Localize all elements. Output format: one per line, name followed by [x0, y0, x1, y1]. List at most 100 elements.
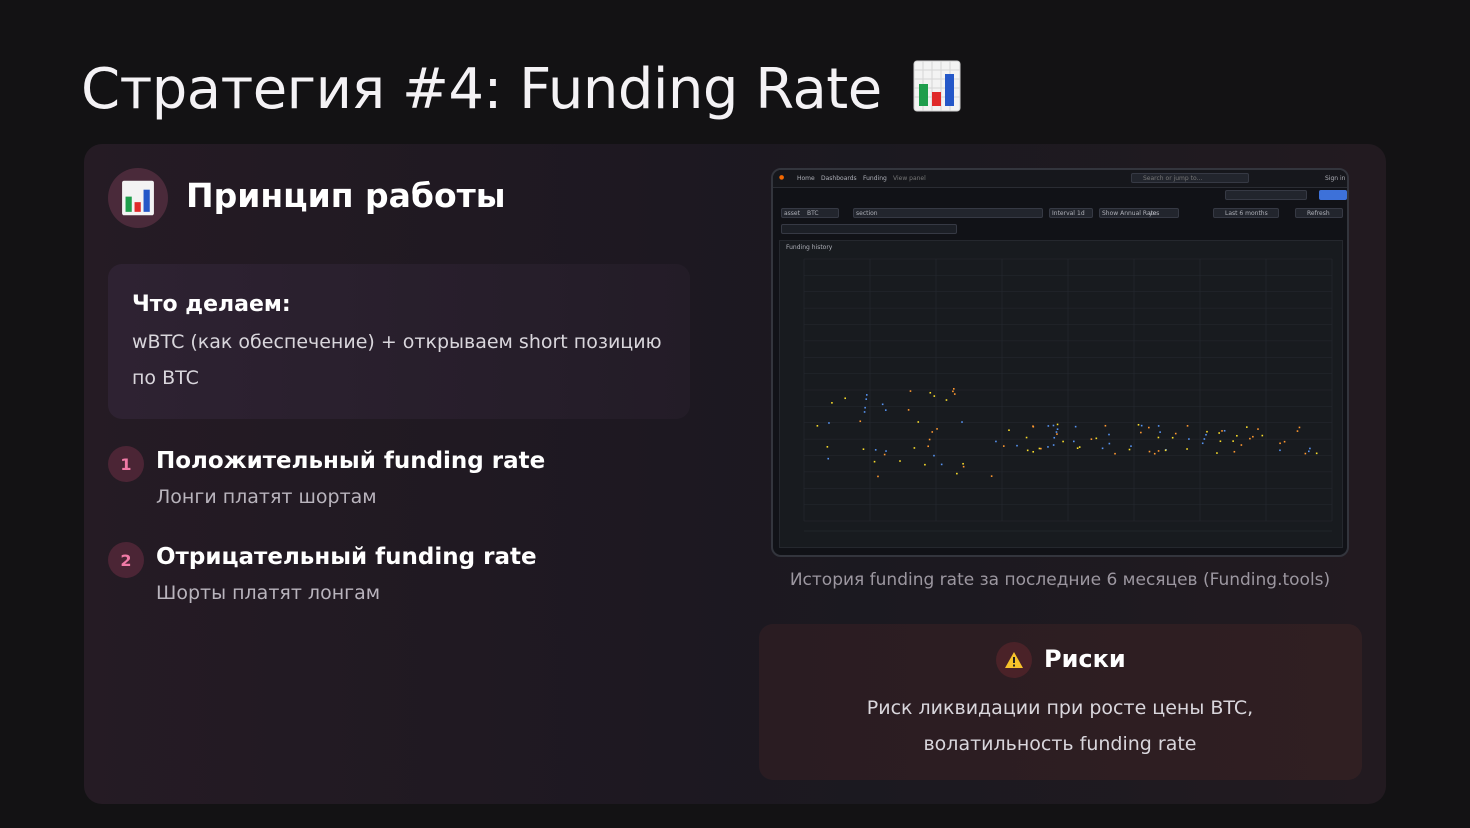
search-input[interactable] — [1131, 173, 1249, 183]
data-point — [1040, 447, 1042, 450]
data-point — [962, 465, 965, 468]
exchange-filters[interactable] — [781, 224, 957, 234]
time-range-picker[interactable] — [1213, 208, 1279, 218]
data-point — [956, 472, 958, 475]
view-button[interactable] — [1319, 190, 1347, 200]
data-point — [1008, 429, 1010, 432]
refresh-button[interactable] — [1295, 208, 1343, 218]
data-point — [1315, 452, 1318, 455]
data-point — [913, 447, 916, 449]
data-point — [827, 457, 830, 460]
annual-value: yes — [1149, 210, 1160, 217]
data-point — [1128, 448, 1131, 451]
data-point — [1219, 440, 1222, 443]
negative-funding-subtitle: Шорты платят лонгам — [156, 582, 381, 604]
asset-filter[interactable] — [781, 208, 839, 218]
data-point — [1047, 446, 1049, 448]
what-we-do-heading: Что делаем: — [132, 292, 291, 317]
data-point — [1062, 440, 1064, 443]
data-point — [816, 425, 819, 427]
data-point — [952, 390, 954, 393]
data-point — [1309, 447, 1311, 450]
data-point — [1186, 425, 1189, 427]
data-point — [1246, 426, 1248, 428]
data-point — [1074, 425, 1077, 428]
data-point — [1002, 445, 1005, 447]
breadcrumb-home[interactable]: Home — [797, 175, 815, 182]
step-number: 1 — [108, 446, 144, 482]
asset-value: BTC — [807, 210, 819, 217]
principle-title: Принцип работы — [186, 176, 506, 215]
data-point — [1056, 428, 1059, 431]
data-point — [1052, 444, 1055, 446]
breadcrumb-dashboards[interactable]: Dashboards — [821, 175, 857, 182]
data-point — [1164, 449, 1167, 452]
funding-chart-screenshot: ● Home Dashboards Funding View panel Sea… — [771, 168, 1349, 557]
data-point — [1073, 440, 1075, 443]
breadcrumb-view: View panel — [893, 175, 926, 182]
interval-value: 1d — [1077, 210, 1085, 217]
dashboard-button[interactable] — [1225, 190, 1307, 200]
annual-filter[interactable] — [1099, 208, 1179, 218]
data-point — [1026, 449, 1029, 452]
breadcrumb-funding[interactable]: Funding — [863, 175, 887, 182]
chart-caption: История funding rate за последние 6 меся… — [789, 570, 1331, 590]
data-point — [1140, 424, 1143, 427]
grafana-top-bar: ● Home Dashboards Funding View panel Sea… — [773, 170, 1347, 188]
data-point — [1095, 437, 1098, 440]
data-point — [990, 475, 993, 477]
data-point — [1056, 433, 1058, 435]
data-point — [1221, 430, 1223, 432]
data-point — [1047, 425, 1050, 427]
data-point — [1279, 442, 1281, 445]
data-point — [1140, 431, 1142, 434]
data-point — [929, 391, 932, 394]
data-point — [1137, 423, 1140, 426]
data-point — [1216, 452, 1218, 454]
data-point — [859, 420, 862, 423]
data-point — [933, 454, 935, 457]
data-point — [862, 448, 865, 450]
data-point — [1186, 448, 1188, 450]
data-point — [936, 428, 938, 430]
bar-chart-icon — [108, 168, 168, 228]
data-point — [1236, 434, 1238, 437]
data-point — [1298, 426, 1301, 429]
slide-title: Стратегия #4: Funding Rate — [81, 52, 961, 128]
data-point — [865, 398, 868, 400]
risks-box — [759, 624, 1362, 780]
data-point — [1038, 447, 1041, 450]
data-point — [924, 463, 926, 466]
data-point — [864, 406, 866, 409]
panel-title: Funding history — [786, 244, 833, 251]
search-placeholder: Search or jump to... — [1143, 175, 1203, 182]
data-point — [1104, 424, 1107, 427]
what-we-do-box — [108, 264, 690, 419]
data-point — [1025, 436, 1028, 439]
chart-panel: Funding history — [779, 240, 1343, 548]
section-label: section — [856, 210, 878, 217]
data-point — [1296, 430, 1299, 432]
positive-funding-subtitle: Лонги платят шортам — [156, 486, 377, 508]
data-point — [1108, 442, 1111, 445]
data-point — [873, 460, 876, 463]
data-point — [1171, 436, 1174, 439]
step-number: 2 — [108, 542, 144, 578]
data-point — [945, 399, 948, 401]
data-point — [931, 431, 934, 433]
data-point — [883, 453, 886, 456]
data-point — [1232, 440, 1234, 442]
warning-icon — [996, 642, 1032, 678]
data-point — [995, 440, 997, 443]
data-point — [940, 463, 943, 466]
data-point — [884, 409, 887, 411]
section-filter[interactable] — [853, 208, 1043, 218]
data-point — [1233, 450, 1236, 453]
bar-chart-icon — [913, 56, 961, 112]
data-point — [909, 390, 912, 392]
data-point — [1279, 449, 1281, 452]
sign-in-link[interactable]: Sign in — [1325, 175, 1346, 182]
interval-filter[interactable] — [1049, 208, 1093, 218]
interval-label: Interval — [1052, 210, 1075, 217]
data-point — [907, 409, 910, 411]
